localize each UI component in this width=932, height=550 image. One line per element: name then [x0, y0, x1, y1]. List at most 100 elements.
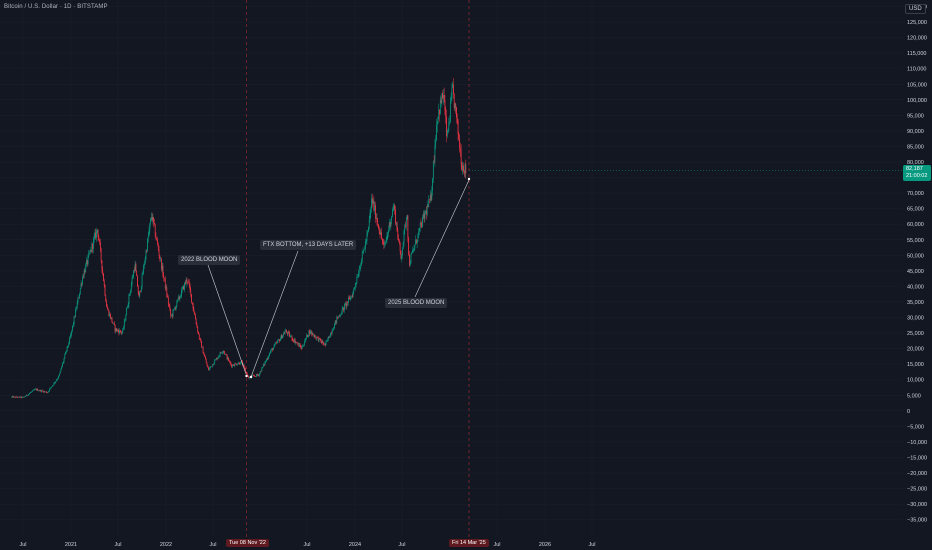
candle-body: [208, 367, 209, 371]
candle-body: [348, 297, 350, 299]
candle-body: [339, 315, 341, 317]
candle-body: [457, 119, 459, 135]
last-price-label: 82,187 21:00:02: [903, 165, 931, 181]
candle-body: [446, 130, 448, 137]
candle-body: [341, 313, 342, 315]
candle-body: [47, 391, 49, 393]
candle-body: [305, 338, 307, 340]
candle-body: [173, 309, 175, 310]
candle-body: [262, 364, 264, 367]
candle-body: [192, 303, 194, 309]
candle-body: [41, 390, 43, 392]
candle-body: [326, 340, 328, 342]
candle-body: [182, 285, 184, 289]
candle-body: [376, 217, 378, 222]
candle-body: [345, 303, 347, 307]
bar-countdown: 21:00:02: [906, 173, 928, 179]
candle-body: [280, 335, 282, 339]
candle-body: [39, 390, 41, 391]
anchor-point[interactable]: [249, 375, 253, 379]
candle-body: [81, 283, 83, 285]
candle-body: [286, 332, 288, 335]
candle-body: [279, 338, 281, 341]
candle-body: [210, 366, 212, 368]
candle-body: [118, 330, 120, 334]
anchor-point[interactable]: [245, 374, 248, 378]
candle-body: [409, 263, 411, 266]
candle-body: [313, 334, 315, 338]
symbol-title[interactable]: Bitcoin / U.S. Dollar · 1D · BITSTAMP: [4, 4, 108, 10]
candle-body: [75, 309, 77, 317]
candle-body: [311, 332, 313, 335]
candle-body: [102, 269, 104, 274]
candle-body: [74, 316, 76, 318]
annotation-2022-blood-moon[interactable]: 2022 BLOOD MOON: [178, 255, 241, 265]
candle-body: [296, 342, 298, 344]
candle-body: [96, 230, 97, 238]
candle-body: [120, 330, 121, 332]
leader-2025-blood-moon[interactable]: [414, 179, 470, 298]
candle-body: [50, 387, 52, 389]
candle-body: [387, 233, 389, 236]
candle-body: [17, 397, 19, 398]
candle-body: [51, 386, 53, 388]
candle-body: [438, 109, 440, 117]
candle-body: [259, 371, 261, 374]
candle-body: [100, 248, 102, 261]
candle-body: [368, 219, 370, 227]
candle-body: [302, 346, 304, 347]
leader-2022-blood-moon[interactable]: [207, 264, 247, 375]
candle-body: [199, 338, 201, 340]
candle-body: [209, 367, 211, 369]
candle-body: [18, 396, 20, 398]
candle-body: [300, 344, 301, 347]
anchor-point[interactable]: [467, 177, 471, 181]
candle-body: [225, 354, 227, 355]
candle-body: [342, 307, 344, 309]
candle-body: [174, 308, 176, 310]
candle-body: [69, 338, 70, 344]
annotation-ftx-bottom[interactable]: FTX BOTTOM, +13 DAYS LATER: [260, 240, 357, 250]
candle-body: [119, 330, 121, 334]
candle-body: [378, 224, 379, 229]
candle-body: [255, 376, 257, 377]
candle-body: [291, 335, 293, 340]
candle-body: [358, 268, 360, 274]
candle-body: [237, 363, 239, 365]
candle-body: [222, 351, 224, 353]
candle-body: [48, 389, 50, 392]
candle-body: [206, 362, 208, 366]
candle-body: [188, 281, 190, 285]
leader-ftx-bottom[interactable]: [250, 250, 299, 378]
candle-body: [82, 276, 84, 278]
candle-body: [439, 99, 441, 115]
candle-body: [416, 241, 418, 244]
candle-body: [412, 249, 414, 251]
candle-body: [86, 260, 88, 264]
candle-body: [152, 217, 154, 221]
candle-body: [116, 328, 117, 332]
candle-body: [184, 282, 185, 290]
candle-body: [14, 396, 15, 398]
candle-body: [422, 216, 423, 228]
candle-body: [59, 371, 61, 374]
candle-body: [313, 334, 314, 336]
candle-body: [244, 366, 246, 369]
candle-body: [238, 362, 240, 364]
candle-body: [328, 336, 330, 338]
candle-body: [220, 352, 222, 354]
candle-body: [216, 358, 218, 360]
candle-body: [388, 229, 389, 234]
currency-button[interactable]: USD: [905, 4, 926, 14]
candle-body: [358, 273, 359, 278]
time-tick-label: Jul: [588, 542, 595, 548]
candle-body: [334, 323, 335, 329]
annotation-2025-blood-moon[interactable]: 2025 BLOOD MOON: [385, 298, 448, 308]
candle-body: [248, 376, 250, 379]
candle-body: [303, 342, 305, 346]
candle-body: [59, 373, 60, 376]
candle-body: [106, 306, 108, 310]
candle-body: [23, 396, 25, 398]
price-tick-label: 85,000: [907, 144, 924, 150]
